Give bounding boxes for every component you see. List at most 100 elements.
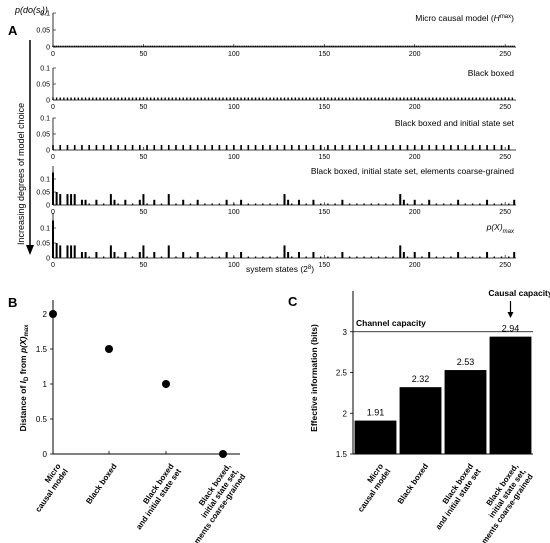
x-tick-label: 250 [499, 262, 511, 269]
bar [160, 45, 163, 47]
bar [222, 45, 224, 47]
bar [435, 97, 438, 100]
bar [182, 199, 185, 205]
bar [493, 97, 495, 100]
bar [276, 203, 278, 205]
bar [489, 45, 492, 47]
bar [195, 45, 197, 47]
bar [131, 203, 134, 205]
bar [149, 45, 152, 47]
bar [421, 145, 423, 150]
bar [260, 45, 262, 47]
bar [175, 203, 177, 205]
bar [204, 145, 206, 150]
bar [175, 145, 177, 150]
c-bar [489, 336, 532, 454]
bar [191, 45, 193, 47]
bar [508, 256, 510, 258]
bar [432, 45, 434, 47]
bar [410, 97, 412, 100]
bar [97, 45, 99, 47]
bar [117, 45, 119, 47]
bar [343, 45, 345, 47]
bar [271, 45, 273, 47]
bar [428, 252, 431, 258]
bar [269, 203, 271, 205]
bar [135, 45, 137, 47]
bar [462, 45, 465, 47]
bar [334, 203, 336, 205]
bar [316, 97, 318, 100]
bar [479, 145, 481, 150]
bar [461, 45, 463, 47]
bar [486, 252, 489, 258]
bar [477, 45, 479, 47]
bar [135, 97, 137, 100]
bar [113, 252, 116, 258]
bar [359, 45, 362, 47]
bar [102, 145, 105, 150]
panel-c-letter: C [288, 294, 298, 309]
bar [513, 199, 516, 205]
bar [450, 256, 452, 258]
bar [225, 45, 228, 47]
bar [486, 97, 488, 100]
bar [412, 45, 414, 47]
bar [390, 45, 392, 47]
bar [417, 97, 420, 100]
bar [414, 97, 416, 100]
bar [167, 145, 170, 150]
bar [479, 45, 481, 47]
bar [395, 45, 398, 47]
bar [227, 45, 230, 47]
b-x-tick-label: Microcausal model [26, 462, 70, 514]
bar [392, 145, 394, 150]
bar [348, 145, 351, 150]
bar [99, 45, 101, 47]
bar [187, 45, 190, 47]
y-tick-label: 0.1 [40, 226, 50, 233]
bar [283, 194, 286, 205]
c-causal-capacity-label: Causal capacity [488, 288, 550, 298]
y-tick-label: 0.1 [40, 177, 50, 184]
bar [242, 45, 244, 47]
bar [124, 252, 127, 258]
bar [204, 97, 206, 100]
bar [171, 45, 174, 47]
bar [121, 97, 123, 100]
bar [169, 45, 172, 47]
bar [93, 45, 96, 47]
x-tick-label: 50 [140, 209, 148, 216]
bar [204, 45, 206, 47]
bar [363, 97, 365, 100]
bar [55, 45, 58, 47]
bar [325, 45, 327, 47]
bar [59, 245, 62, 258]
bar [146, 203, 148, 205]
bar [508, 45, 510, 47]
panel-a-xlabel: system states (28) [246, 264, 314, 274]
c-y-label: Effective information (bits) [309, 324, 319, 432]
bar [336, 45, 338, 47]
bar [421, 97, 423, 100]
bar [196, 97, 199, 100]
bar [77, 97, 80, 100]
bar [142, 97, 145, 100]
b-y-tick-label: 0.5 [36, 415, 48, 424]
bar [233, 45, 235, 47]
bar [319, 145, 322, 150]
bar [249, 45, 251, 47]
bar [247, 203, 250, 205]
bar [128, 45, 130, 47]
bar [338, 97, 340, 100]
bar [392, 45, 394, 47]
bar [168, 97, 170, 100]
bar [102, 45, 105, 47]
bar [247, 97, 250, 100]
bar [291, 203, 293, 205]
bar [323, 97, 325, 100]
bar [312, 97, 315, 100]
bar [180, 45, 183, 47]
bar [470, 45, 472, 47]
